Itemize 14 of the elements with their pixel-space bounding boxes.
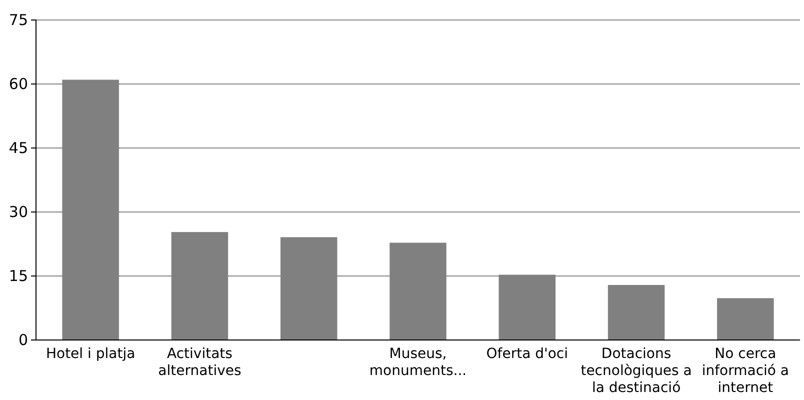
bar xyxy=(717,298,774,340)
y-tick-label: 45 xyxy=(8,138,28,157)
bar xyxy=(608,284,665,340)
x-tick-label: Oferta d'oci xyxy=(486,346,568,362)
x-tick-label: Museus, monuments... xyxy=(369,346,467,379)
x-tick-label: Activitats alternatives xyxy=(158,346,242,379)
y-tick-label: 30 xyxy=(8,202,28,221)
y-tick-label: 0 xyxy=(18,330,28,349)
y-tick-label: 15 xyxy=(8,266,28,285)
y-tick-label: 75 xyxy=(8,10,28,29)
y-tick-label: 60 xyxy=(8,74,28,93)
x-tick-label: Dotacions tecnològiques a la destinació xyxy=(580,346,692,396)
x-tick-label: Hotel i platja xyxy=(46,346,136,362)
x-tick-label: No cerca informació a internet xyxy=(702,346,790,396)
